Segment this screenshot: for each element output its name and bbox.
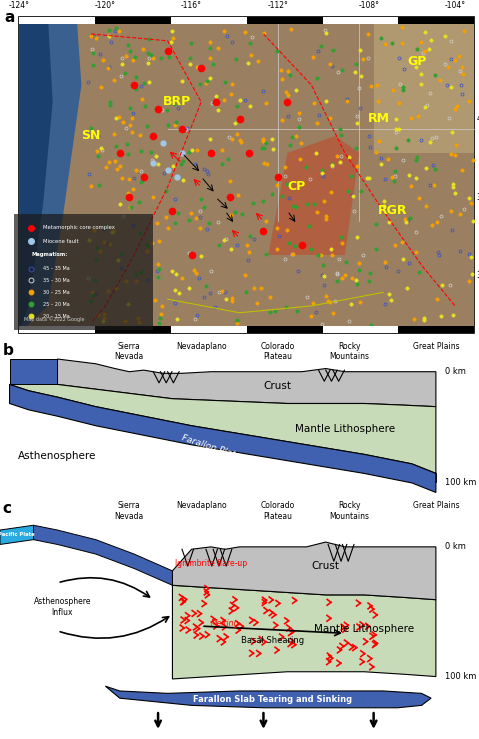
- Text: RM: RM: [367, 112, 389, 126]
- Text: Asthenosphere
Influx: Asthenosphere Influx: [34, 597, 91, 616]
- Text: 25 – 20 Ma: 25 – 20 Ma: [43, 302, 70, 307]
- Text: -112°: -112°: [267, 1, 288, 10]
- FancyBboxPatch shape: [14, 214, 153, 330]
- Text: Rocky
Mountains: Rocky Mountains: [330, 341, 370, 361]
- Polygon shape: [0, 525, 34, 545]
- Text: Nevadaplano: Nevadaplano: [176, 341, 227, 350]
- Polygon shape: [105, 686, 431, 708]
- Text: Mantle Lithosphere: Mantle Lithosphere: [295, 424, 395, 434]
- Text: Nevadaplano: Nevadaplano: [176, 501, 227, 510]
- Text: 0 km: 0 km: [445, 367, 467, 376]
- Text: RGR: RGR: [378, 204, 408, 217]
- Polygon shape: [19, 17, 81, 333]
- Text: SN: SN: [81, 129, 101, 143]
- Text: Melting: Melting: [211, 619, 240, 628]
- Bar: [247, 17, 322, 24]
- Text: Crust: Crust: [312, 561, 340, 571]
- Text: Colorado
Plateau: Colorado Plateau: [261, 341, 295, 361]
- Text: Crust: Crust: [264, 381, 292, 391]
- Text: Farallon Slab Tearing and Sinking: Farallon Slab Tearing and Sinking: [194, 695, 353, 704]
- Bar: [95, 17, 171, 24]
- Bar: [399, 17, 474, 24]
- Text: Basal Shearing: Basal Shearing: [241, 636, 305, 644]
- Text: 35 – 30 Ma: 35 – 30 Ma: [43, 278, 70, 283]
- Bar: [322, 17, 399, 24]
- Text: a: a: [5, 10, 15, 25]
- Text: Metamorphic core complex: Metamorphic core complex: [43, 225, 115, 231]
- Bar: [19, 17, 95, 24]
- Bar: [95, 327, 171, 333]
- Polygon shape: [10, 384, 436, 492]
- Text: 100 km: 100 km: [445, 478, 477, 488]
- Text: -124°: -124°: [9, 1, 30, 10]
- Text: Asthenosphere: Asthenosphere: [18, 451, 97, 461]
- Polygon shape: [19, 17, 53, 333]
- Polygon shape: [172, 585, 436, 679]
- Polygon shape: [34, 525, 172, 585]
- Text: Miocene fault: Miocene fault: [43, 239, 79, 244]
- Bar: [171, 17, 247, 24]
- Bar: [19, 327, 474, 333]
- Text: 32°: 32°: [477, 271, 479, 280]
- Text: -116°: -116°: [181, 1, 202, 10]
- Polygon shape: [57, 359, 436, 406]
- Text: Colorado
Plateau: Colorado Plateau: [261, 501, 295, 521]
- Text: 100 km: 100 km: [445, 672, 477, 681]
- Text: GP: GP: [407, 55, 426, 68]
- Polygon shape: [10, 359, 57, 384]
- Bar: [19, 17, 474, 24]
- Bar: [171, 327, 247, 333]
- Text: 20 – 15 Ma: 20 – 15 Ma: [43, 313, 70, 319]
- Text: Farallon Plate: Farallon Plate: [74, 530, 117, 535]
- Bar: [19, 327, 95, 333]
- Text: -120°: -120°: [95, 1, 116, 10]
- Text: -104°: -104°: [445, 1, 466, 10]
- Text: Sierra
Nevada: Sierra Nevada: [114, 341, 144, 361]
- Polygon shape: [10, 384, 436, 483]
- Text: Farallon Plate: Farallon Plate: [180, 434, 241, 461]
- Text: b: b: [2, 343, 13, 358]
- Text: CP: CP: [288, 180, 306, 194]
- Text: Mantle Lithosphere: Mantle Lithosphere: [314, 624, 414, 633]
- Text: 45 – 35 Ma: 45 – 35 Ma: [43, 266, 70, 271]
- Text: Great Plains: Great Plains: [412, 501, 459, 510]
- Polygon shape: [172, 542, 436, 600]
- Text: c: c: [2, 501, 11, 517]
- Text: Sierra
Nevada: Sierra Nevada: [114, 501, 144, 521]
- Text: 30 – 25 Ma: 30 – 25 Ma: [43, 290, 70, 295]
- Text: BRP: BRP: [163, 95, 191, 109]
- Text: Ignimbrite flare-up: Ignimbrite flare-up: [175, 559, 247, 568]
- Text: Map data ©2022 Google: Map data ©2022 Google: [24, 316, 84, 322]
- Text: 40°: 40°: [477, 115, 479, 123]
- Text: Magmatism:: Magmatism:: [31, 253, 68, 257]
- Polygon shape: [374, 17, 474, 153]
- Bar: [399, 327, 474, 333]
- Bar: [322, 327, 399, 333]
- Bar: [247, 327, 322, 333]
- Text: Great Plains: Great Plains: [412, 341, 459, 350]
- Text: 36°: 36°: [477, 193, 479, 202]
- Polygon shape: [268, 136, 359, 255]
- Polygon shape: [19, 17, 474, 333]
- Text: Rocky
Mountains: Rocky Mountains: [330, 501, 370, 521]
- Text: Pacific Plate: Pacific Plate: [0, 532, 35, 537]
- Text: -108°: -108°: [358, 1, 379, 10]
- Text: 0 km: 0 km: [445, 542, 467, 551]
